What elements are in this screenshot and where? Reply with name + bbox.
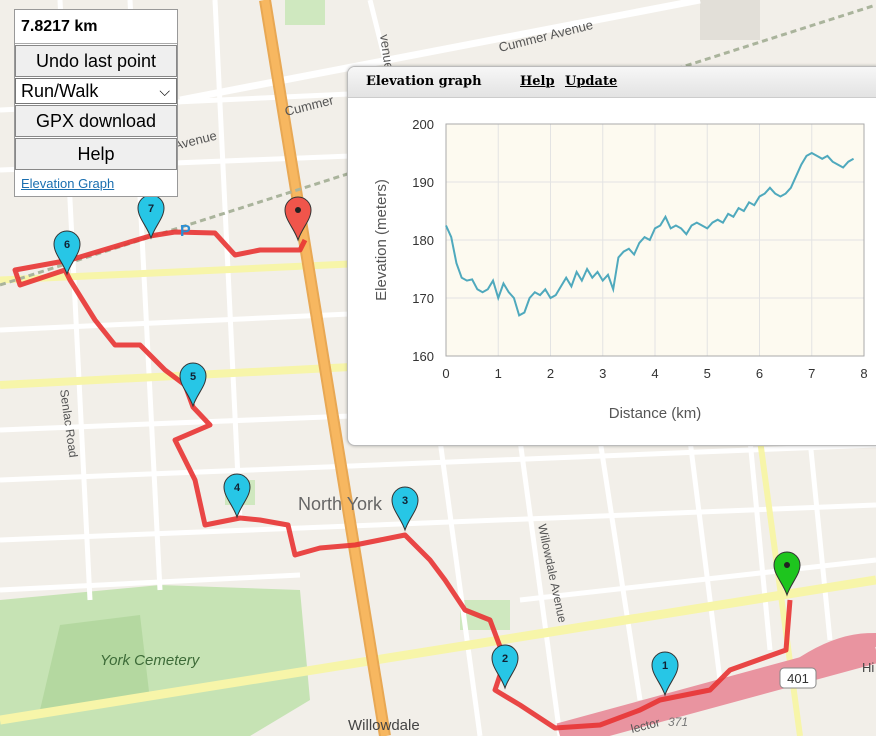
help-button[interactable]: Help (15, 138, 177, 170)
route-marker-4[interactable]: 4 (223, 473, 251, 519)
highway-shield (779, 667, 817, 689)
x-tick-label: 7 (808, 366, 815, 381)
route-marker-6-label: 6 (64, 239, 70, 251)
markers: 1 2 3 4 5 6 7 (53, 194, 801, 697)
route-marker-2-label: 2 (502, 653, 508, 665)
park-patch (40, 615, 150, 710)
y-tick-label: 190 (412, 175, 434, 190)
route-marker-6[interactable]: 6 (53, 230, 81, 276)
y-tick-label: 170 (412, 291, 434, 306)
elevation-panel: Elevation graph Help Update 0 1 2 3 4 5 6 7 8 160… (347, 66, 876, 446)
end-marker[interactable] (284, 196, 312, 242)
end-marker-dot (295, 207, 301, 213)
gpx-download-button[interactable]: GPX download (15, 105, 177, 137)
y-tick-label: 200 (412, 117, 434, 132)
chevron-down-icon: ⌵ (159, 83, 170, 99)
x-tick-label: 0 (442, 366, 449, 381)
label-lector: lector (629, 715, 661, 736)
elevation-panel-title: Elevation graph (366, 74, 482, 89)
parking-icon: P (180, 223, 191, 240)
route-marker-5[interactable]: 5 (179, 362, 207, 408)
route-marker-3[interactable]: 3 (391, 486, 419, 532)
park-patch (460, 600, 510, 630)
y-axis-label: Elevation (meters) (373, 179, 390, 301)
elevation-help-link[interactable]: Help (520, 74, 555, 89)
plot-border (445, 123, 865, 357)
x-tick-label: 5 (704, 366, 711, 381)
route-marker-1[interactable]: 1 (651, 651, 679, 697)
label-avenue-top: venue (377, 33, 397, 70)
mode-select-value: Run/Walk (21, 81, 99, 101)
highway-shield-label: 401 (787, 671, 809, 686)
route-marker-3-label: 3 (402, 495, 408, 507)
label-hi: Hi (862, 660, 874, 675)
route-line (12, 229, 793, 731)
elevation-update-link[interactable]: Update (565, 74, 618, 89)
start-marker-dot (784, 562, 790, 568)
x-tick-label: 6 (756, 366, 763, 381)
route-marker-5-label: 5 (190, 371, 196, 383)
label-york-cemetery: York Cemetery (100, 652, 201, 669)
route-controls: 7.8217 km Undo last point Run/Walk ⌵ GPX … (14, 9, 178, 197)
route-distance: 7.8217 km (15, 10, 177, 44)
elevation-chart: 0 1 2 3 4 5 6 7 8 160 170 180 190 200 Distance (km) Ele… (373, 117, 868, 422)
x-tick-label: 2 (547, 366, 554, 381)
label-north-york: North York (298, 494, 383, 514)
block (700, 0, 760, 40)
undo-button[interactable]: Undo last point (15, 45, 177, 77)
route-marker-1-label: 1 (662, 660, 668, 672)
x-tick-label: 1 (495, 366, 502, 381)
mode-select[interactable]: Run/Walk ⌵ (15, 78, 177, 104)
park-patch (285, 0, 325, 25)
route-marker-2[interactable]: 2 (491, 644, 519, 690)
elevation-graph-link[interactable]: Elevation Graph (21, 176, 115, 191)
label-willowdale: Willowdale (348, 717, 420, 734)
x-tick-label: 8 (860, 366, 867, 381)
label-route-371: 371 (668, 715, 688, 729)
route-marker-7-label: 7 (148, 203, 154, 215)
start-marker[interactable] (773, 551, 801, 597)
elevation-series-line (445, 151, 855, 317)
x-tick-label: 3 (599, 366, 606, 381)
y-tick-label: 180 (412, 233, 434, 248)
elevation-panel-header: Elevation graph Help Update (348, 67, 876, 98)
x-axis-label: Distance (km) (609, 405, 702, 422)
x-tick-label: 4 (651, 366, 658, 381)
route-marker-4-label: 4 (234, 482, 241, 494)
y-tick-label: 160 (412, 349, 434, 364)
